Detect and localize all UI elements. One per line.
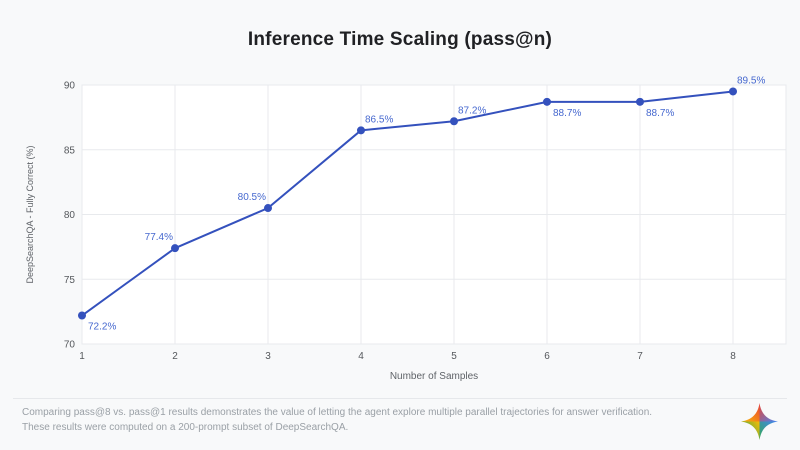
data-point xyxy=(264,204,272,213)
data-point xyxy=(171,244,179,253)
footer-line-2: These results were computed on a 200-pro… xyxy=(22,422,349,433)
data-point-label: 77.4% xyxy=(145,232,173,243)
gemini-sparkle-logo xyxy=(741,403,778,440)
logo-petal-top-right xyxy=(759,403,778,422)
x-tick-label: 4 xyxy=(358,351,364,362)
data-point xyxy=(357,126,365,135)
y-tick-label: 80 xyxy=(64,210,76,221)
footer-note: Comparing pass@8 vs. pass@1 results demo… xyxy=(22,405,722,435)
logo-petal-bottom-right xyxy=(759,421,778,440)
data-point xyxy=(636,97,644,106)
plot-border xyxy=(81,84,787,345)
data-point-label: 89.5% xyxy=(737,75,765,86)
page-title: Inference Time Scaling (pass@n) xyxy=(247,29,553,50)
data-point-label: 80.5% xyxy=(238,192,266,203)
data-point-label: 87.2% xyxy=(458,105,486,116)
data-point xyxy=(543,97,551,106)
data-point xyxy=(450,117,458,126)
y-tick-label: 70 xyxy=(64,340,76,351)
x-tick-label: 2 xyxy=(172,351,178,362)
x-tick-label: 1 xyxy=(79,351,85,362)
data-point-label: 72.2% xyxy=(88,322,116,333)
x-tick-label: 3 xyxy=(265,351,271,362)
logo-petal-top-left xyxy=(741,403,760,422)
footer-line-1: Comparing pass@8 vs. pass@1 results demo… xyxy=(22,407,653,418)
data-point xyxy=(78,311,86,320)
y-tick-label: 90 xyxy=(64,81,76,92)
data-point-label: 86.5% xyxy=(365,114,393,125)
y-tick-label: 85 xyxy=(64,145,76,156)
data-point-label: 88.7% xyxy=(553,108,581,119)
x-axis-title: Number of Samples xyxy=(390,371,478,382)
data-point xyxy=(729,87,737,96)
data-line xyxy=(81,90,734,317)
x-tick-label: 7 xyxy=(637,351,643,362)
data-point-label: 88.7% xyxy=(646,108,674,119)
y-tick-label: 75 xyxy=(64,275,76,286)
x-tick-label: 6 xyxy=(544,351,550,362)
x-tick-label: 8 xyxy=(730,351,736,362)
x-tick-label: 5 xyxy=(451,351,457,362)
logo-petal-bottom-left xyxy=(741,421,760,440)
footer-divider xyxy=(13,398,787,399)
y-axis-title: DeepSearchQA - Fully Correct (%) xyxy=(25,145,35,283)
